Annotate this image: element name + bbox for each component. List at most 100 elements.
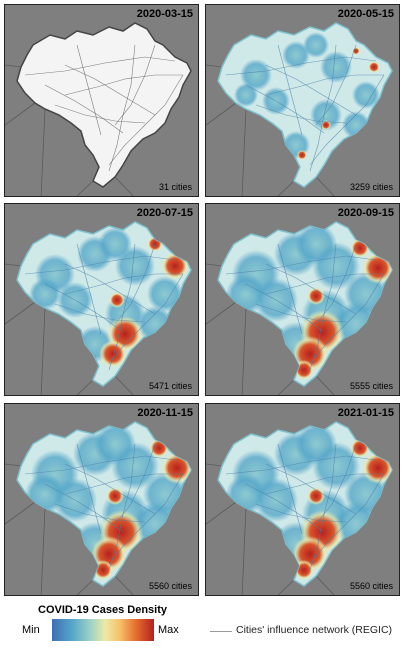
- influence-network-line: [54, 503, 146, 523]
- country-border: [241, 507, 247, 595]
- influence-network-line: [265, 463, 357, 515]
- density-hotspot: [350, 438, 370, 458]
- map-panel-3: 2020-07-15 5471 cities: [4, 203, 199, 396]
- brazil-map: [206, 421, 393, 595]
- influence-network-line: [76, 243, 102, 335]
- influence-network-line: [114, 44, 156, 126]
- influence-network-line: [309, 273, 385, 365]
- density-hotspot: [109, 292, 125, 308]
- influence-network-line: [76, 44, 102, 136]
- country-border: [40, 507, 46, 595]
- influence-network-line: [108, 273, 184, 365]
- influence-network-line: [277, 243, 303, 335]
- influence-network-line: [265, 473, 384, 495]
- panel-date: 2020-05-15: [337, 8, 394, 20]
- country-border: [277, 379, 295, 395]
- influence-network-line: [225, 455, 377, 475]
- influence-network-line: [54, 303, 146, 323]
- influence-network-line: [114, 243, 156, 325]
- influence-network-line: [64, 463, 156, 515]
- influence-network-line: [255, 303, 347, 323]
- country-border: [241, 108, 247, 196]
- country-border: [76, 579, 94, 595]
- influence-network-line: [44, 483, 124, 533]
- influence-network-line: [245, 84, 325, 134]
- map-panel-1: 2020-03-15 31 cities: [4, 4, 199, 197]
- influence-network-line: [315, 443, 357, 525]
- country-border: [277, 579, 295, 595]
- influence-network-line: [114, 443, 156, 525]
- density-low-blob: [226, 474, 266, 514]
- influence-network-line: [24, 255, 176, 275]
- influence-network-line: [44, 84, 124, 134]
- country-border: [114, 575, 134, 595]
- country-border: [241, 307, 247, 395]
- influence-network-line: [64, 74, 183, 96]
- influence-network-line: [265, 74, 384, 96]
- map-panel-2: 2020-05-15 3259 cities: [205, 4, 400, 197]
- influence-network-line: [265, 64, 357, 116]
- country-border: [114, 375, 134, 395]
- influence-network-line: [64, 263, 156, 315]
- influence-network-line: [265, 273, 384, 295]
- network-line-swatch: [210, 631, 232, 632]
- density-hotspot: [307, 287, 325, 305]
- influence-network-line: [24, 56, 176, 76]
- influence-network-line: [44, 283, 124, 333]
- density-hotspot: [106, 487, 124, 505]
- country-border: [40, 307, 46, 395]
- legend-network-label: Cities' influence network (REGIC): [236, 624, 393, 636]
- density-hotspot: [352, 47, 360, 55]
- panel-date: 2021-01-15: [337, 407, 394, 419]
- influence-network-line: [64, 473, 183, 495]
- density-hotspot: [307, 487, 325, 505]
- density-low-blob: [295, 223, 337, 265]
- density-layer: [24, 44, 184, 172]
- brazil-map: [206, 221, 393, 395]
- map-panel-5: 2020-11-15 5560 cities: [4, 403, 199, 596]
- legend-min-label: Min: [22, 624, 40, 636]
- country-border: [315, 176, 335, 196]
- density-hotspot: [149, 438, 169, 458]
- country-border: [277, 180, 295, 196]
- density-hotspot: [350, 238, 370, 258]
- density-low-blob: [98, 227, 132, 261]
- density-color-scale: [52, 619, 154, 641]
- density-low-blob: [282, 41, 310, 69]
- influence-network-line: [24, 455, 176, 475]
- panel-date: 2020-07-15: [136, 207, 193, 219]
- influence-network-line: [277, 443, 303, 535]
- influence-network-line: [225, 255, 377, 275]
- density-hotspot: [321, 120, 331, 130]
- influence-network-line: [245, 483, 325, 533]
- influence-network-line: [64, 273, 183, 295]
- country-border: [76, 379, 94, 395]
- density-low-blob: [147, 276, 183, 312]
- density-hotspot: [161, 252, 189, 280]
- density-low-blob: [25, 474, 65, 514]
- density-low-blob: [320, 51, 352, 83]
- map-panel-6: 2021-01-15 5560 cities: [205, 403, 400, 596]
- density-low-blob: [303, 32, 329, 58]
- influence-network-line: [108, 74, 184, 166]
- density-hotspot: [297, 150, 307, 160]
- density-hotspot: [368, 61, 380, 73]
- influence-network-line: [309, 473, 385, 565]
- country-border: [76, 180, 94, 196]
- panel-city-count: 5560 cities: [148, 581, 192, 591]
- influence-network-line: [277, 44, 303, 136]
- influence-network-line: [265, 263, 357, 315]
- influence-network-line: [315, 44, 357, 126]
- panel-city-count: 5560 cities: [349, 581, 393, 591]
- panel-city-count: 5555 cities: [349, 381, 393, 391]
- country-border: [114, 176, 134, 196]
- influence-network-line: [255, 104, 347, 124]
- brazil-outline: [16, 22, 192, 188]
- panel-city-count: 31 cities: [158, 182, 192, 192]
- influence-network-line: [245, 283, 325, 333]
- influence-network-line: [64, 64, 156, 116]
- panel-date: 2020-09-15: [337, 207, 394, 219]
- brazil-map: [5, 221, 192, 395]
- brazil-map: [5, 421, 192, 595]
- influence-network-line: [255, 503, 347, 523]
